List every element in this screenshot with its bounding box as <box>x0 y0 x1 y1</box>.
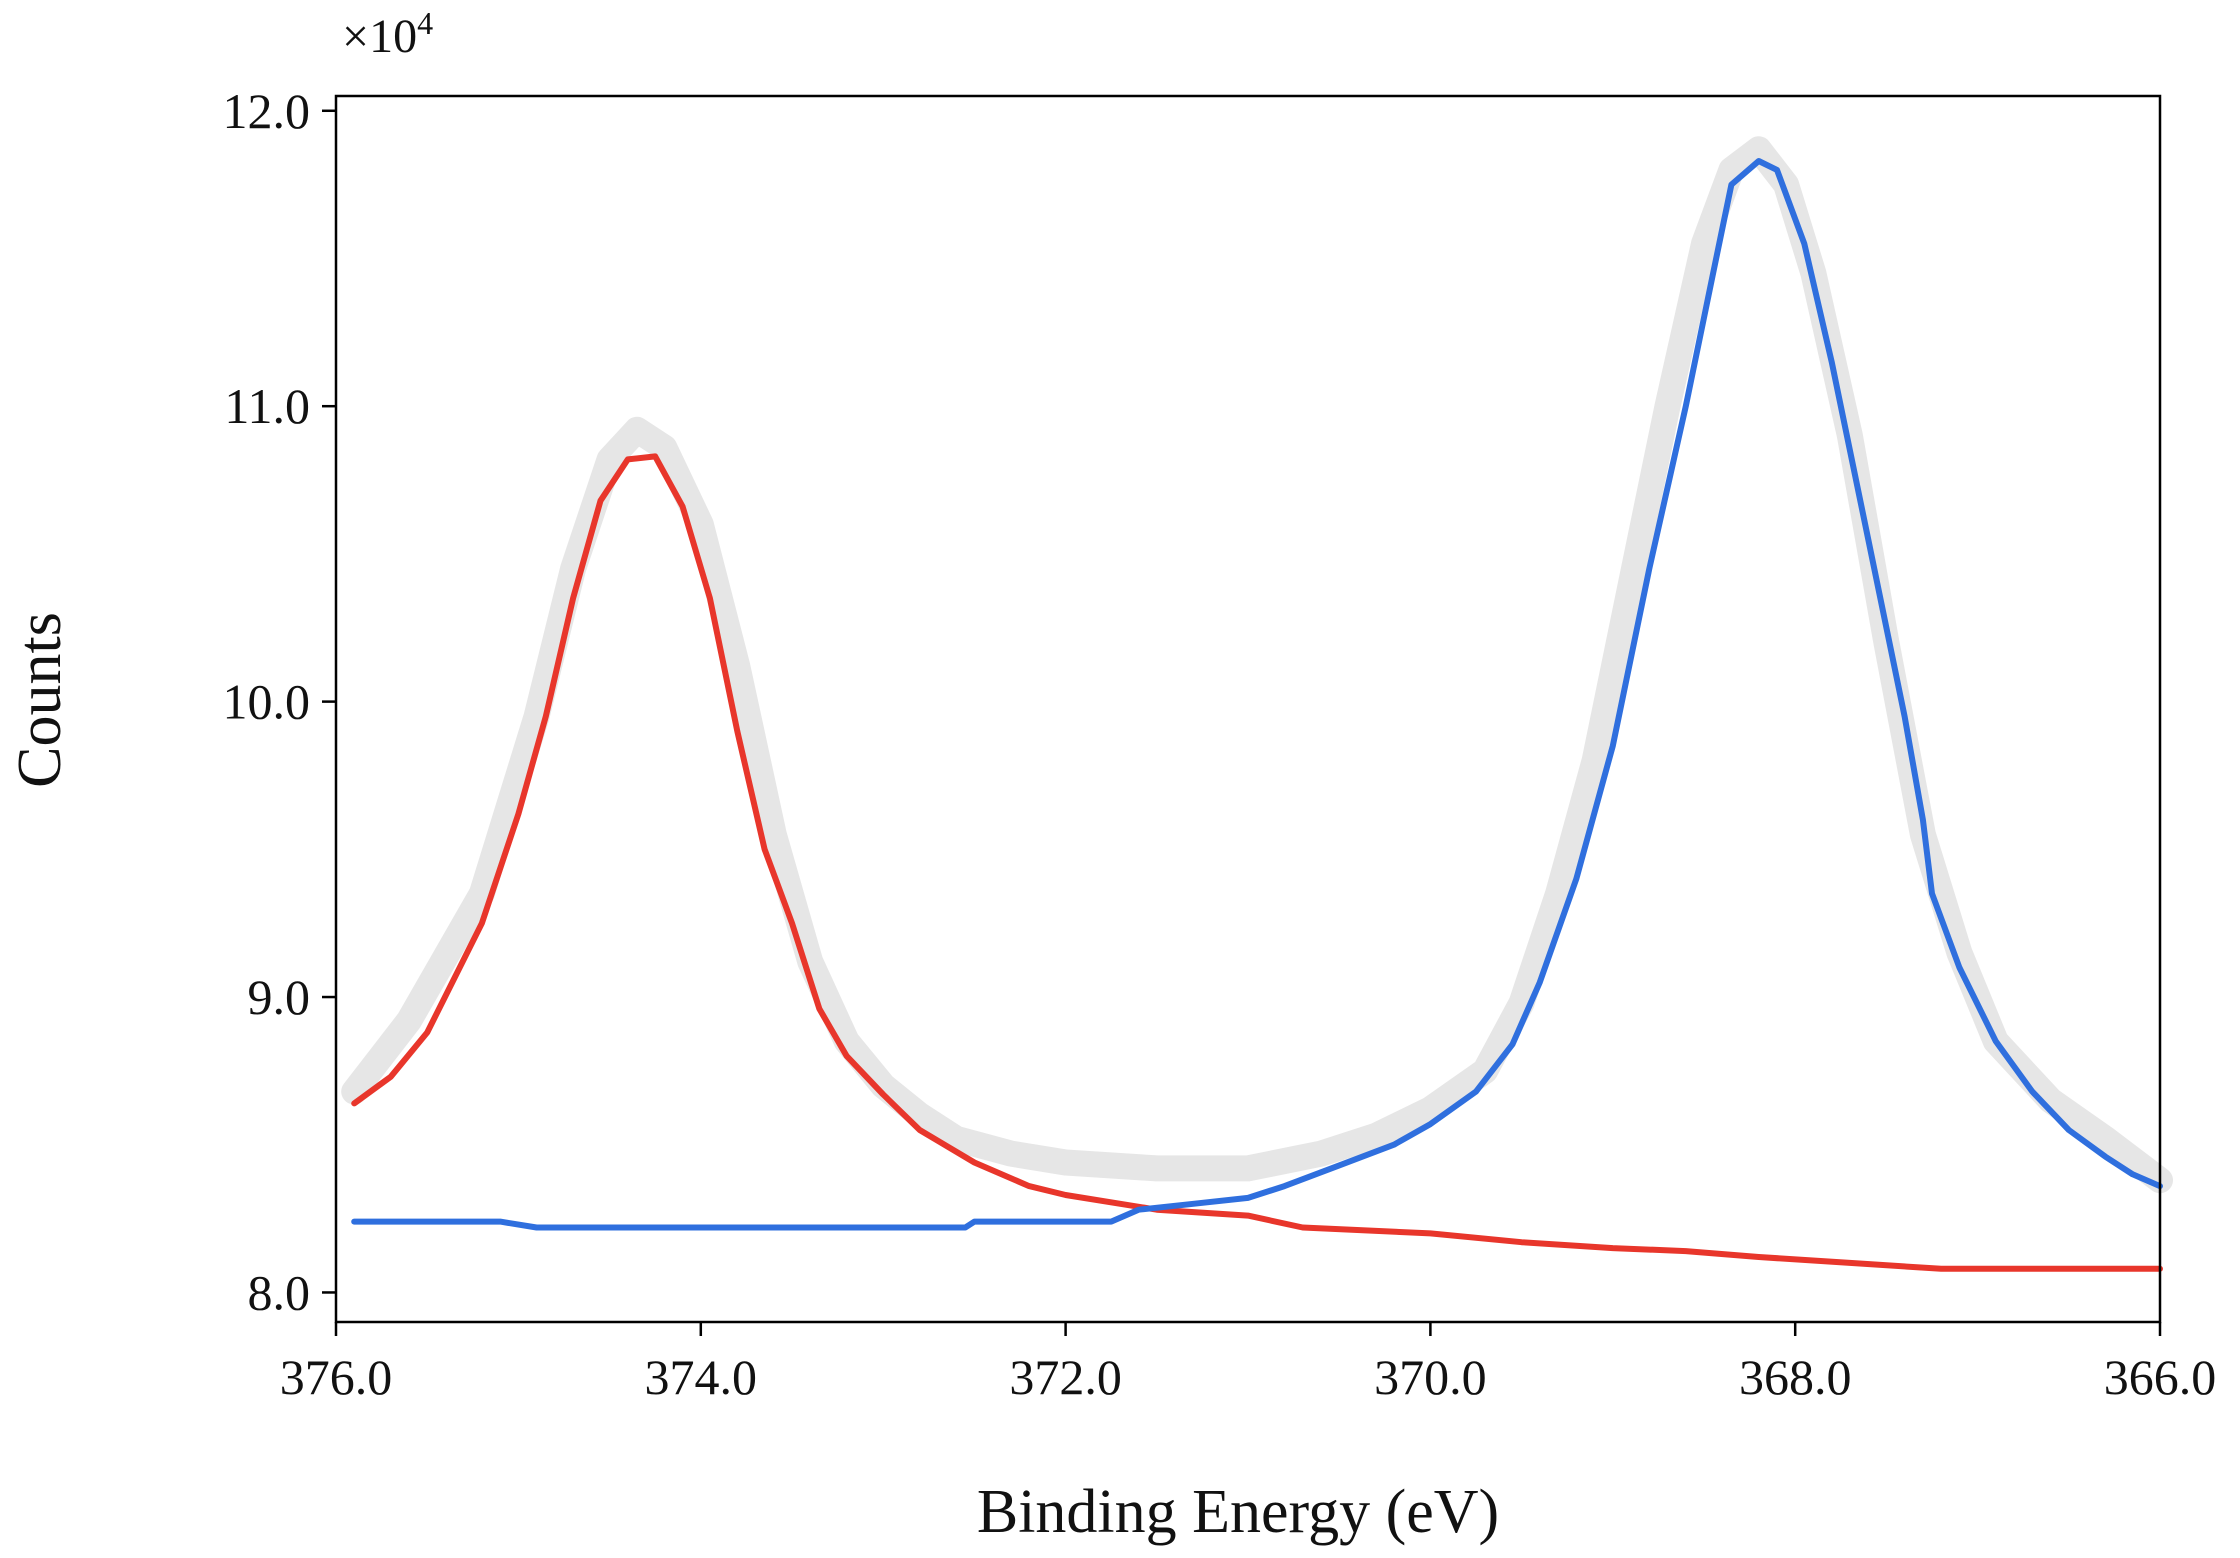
y-multiplier: ×104 <box>342 5 433 63</box>
y-tick-label: 9.0 <box>248 969 311 1025</box>
series-line-peak-blue <box>351 158 2163 1231</box>
x-tick-label: 370.0 <box>1374 1349 1487 1405</box>
envelope-series-layer <box>341 136 2173 1194</box>
x-tick-label: 372.0 <box>1009 1349 1122 1405</box>
y-axis-title: Counts <box>6 612 74 788</box>
x-tick-label: 366.0 <box>2104 1349 2217 1405</box>
x-tick-label: 368.0 <box>1739 1349 1852 1405</box>
x-axis-ticks: 376.0 374.0 372.0 370.0 368.0 366.0 <box>280 1322 2217 1405</box>
y-tick-label: 10.0 <box>223 674 311 730</box>
y-axis-ticks: 8.0 9.0 10.0 11.0 12.0 <box>223 83 336 1320</box>
y-tick-label: 8.0 <box>248 1264 311 1320</box>
x-tick-label: 374.0 <box>645 1349 758 1405</box>
series-line-envelope <box>341 136 2173 1194</box>
x-axis-title: Binding Energy (eV) <box>977 1478 1499 1546</box>
y-tick-label: 12.0 <box>223 83 311 139</box>
series-line-peak-red <box>351 453 2163 1272</box>
y-tick-label: 11.0 <box>224 378 310 434</box>
plot-frame <box>334 94 2162 1324</box>
x-tick-label: 376.0 <box>280 1349 393 1405</box>
component-series-layer <box>351 158 2163 1272</box>
